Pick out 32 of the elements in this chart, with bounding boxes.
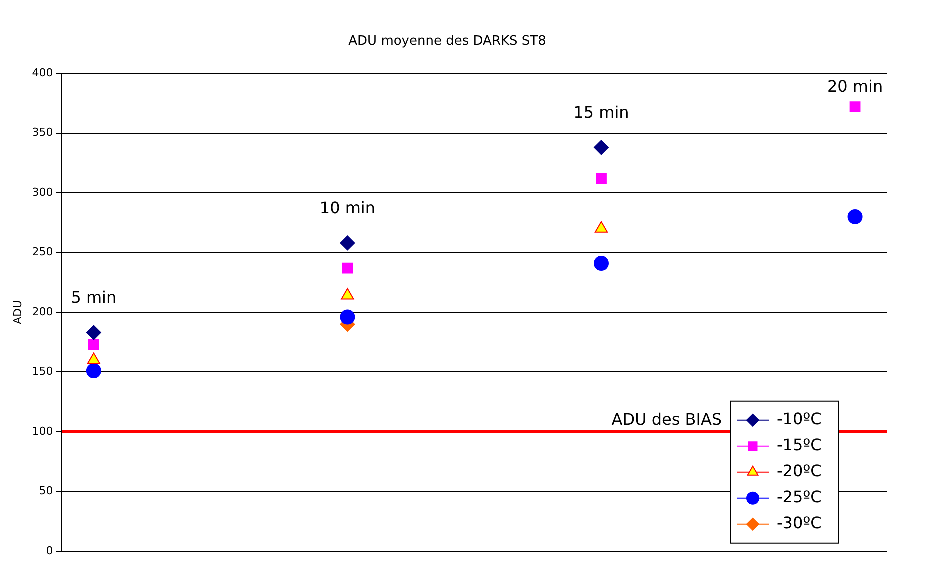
y-tick-label: 50 [39, 484, 54, 498]
y-tick-label: 400 [32, 66, 54, 80]
y-tick-label: 250 [32, 246, 54, 259]
y-tick-label: 200 [32, 305, 54, 318]
point [848, 209, 863, 224]
point [86, 364, 102, 379]
y-tick-label: 0 [46, 544, 54, 558]
y-tick-label: 300 [32, 186, 54, 199]
point [594, 140, 609, 156]
annotation: 5 min [71, 288, 117, 307]
y-tick-label: 150 [32, 365, 54, 378]
point [594, 256, 609, 272]
point [86, 325, 102, 340]
y-axis-title: ADU [11, 300, 24, 325]
point [850, 102, 861, 112]
legend-label: -20ºC [777, 462, 822, 481]
y-tick-label: 350 [32, 126, 54, 140]
chart-title: ADU moyenne des DARKS ST8 [348, 34, 546, 50]
point [340, 236, 356, 251]
point [342, 262, 354, 274]
legend-label: -15ºC [777, 436, 822, 455]
legend-label: -25ºC [777, 488, 822, 507]
legend-label: -30ºC [777, 514, 822, 533]
point [88, 339, 100, 350]
annotation: 15 min [574, 102, 630, 122]
point [340, 310, 356, 325]
point [596, 173, 607, 184]
annotation: 10 min [320, 198, 376, 218]
legend-label: -10ºC [777, 410, 822, 429]
annotation: 20 min [827, 76, 884, 96]
ref-line-label: ADU des BIAS [612, 410, 722, 430]
y-tick-label: 100 [32, 424, 54, 438]
